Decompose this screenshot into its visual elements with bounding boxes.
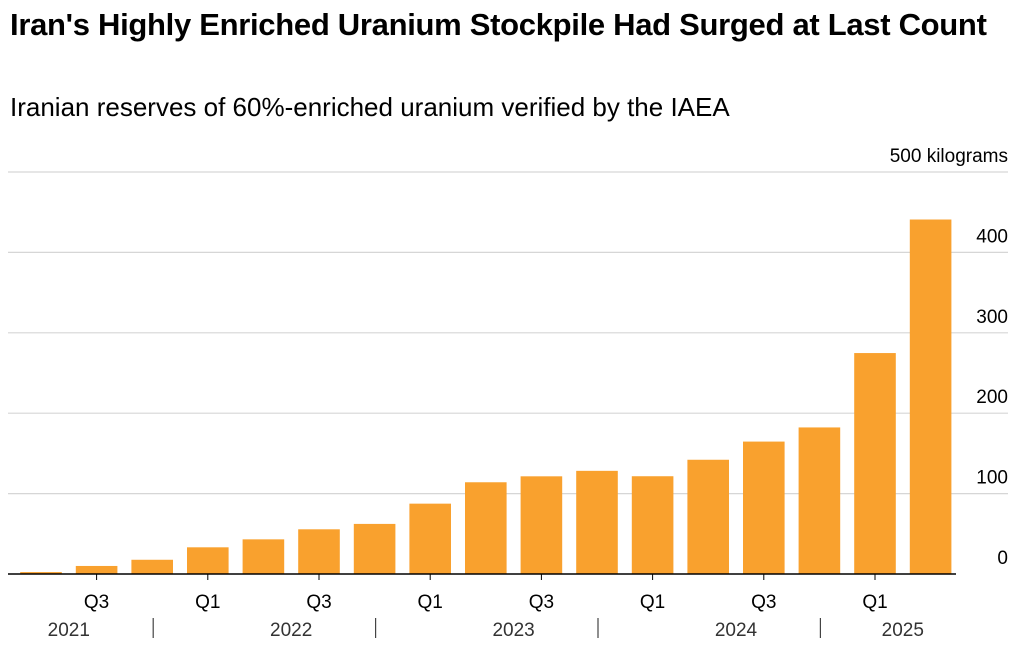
bar [353, 523, 396, 574]
chart-subtitle: Iranian reserves of 60%-enriched uranium… [10, 92, 730, 122]
x-tick-label: Q1 [195, 592, 220, 613]
gridlines [8, 171, 1008, 495]
chart-title: Iran's Highly Enriched Uranium Stockpile… [10, 7, 987, 42]
year-label: 2021 [48, 620, 90, 641]
y-tick-label: 0 [997, 548, 1008, 569]
y-tick-label: 300 [976, 307, 1008, 328]
x-tick-label: Q3 [84, 592, 109, 613]
x-tick-label: Q3 [529, 592, 554, 613]
bar [298, 529, 340, 574]
bar [20, 572, 62, 574]
x-tick-label: Q3 [306, 592, 331, 613]
bar [131, 559, 173, 574]
year-label: 2025 [882, 620, 924, 641]
bar [631, 476, 674, 574]
bar [909, 219, 952, 574]
y-tick-label: 100 [976, 468, 1008, 489]
bar [576, 470, 618, 574]
bar [409, 503, 451, 574]
y-tick-label: 200 [976, 387, 1008, 408]
bar [798, 427, 841, 574]
x-axis-ticks: Q3 Q1 Q3 Q1 Q3 Q1 Q3 Q1 2021 2022 2023 2024 2025 [48, 574, 924, 641]
bar [465, 482, 507, 574]
y-axis-ticks: 0 100 200 300 400 [976, 226, 1008, 569]
unit-label: 500 kilograms [890, 146, 1008, 167]
bar [743, 441, 785, 574]
bar [75, 565, 118, 574]
x-tick-label: Q1 [640, 592, 665, 613]
x-tick-label: Q3 [751, 592, 776, 613]
x-tick-label: Q1 [418, 592, 443, 613]
x-tick-label: Q1 [862, 592, 887, 613]
year-label: 2024 [715, 620, 758, 641]
bar [520, 476, 563, 574]
bars [20, 219, 952, 574]
year-label: 2023 [492, 620, 534, 641]
bar [854, 353, 896, 574]
year-label: 2022 [270, 620, 312, 641]
bar [242, 539, 285, 574]
bar [687, 459, 729, 574]
bar [187, 547, 229, 574]
y-tick-label: 400 [976, 226, 1008, 247]
